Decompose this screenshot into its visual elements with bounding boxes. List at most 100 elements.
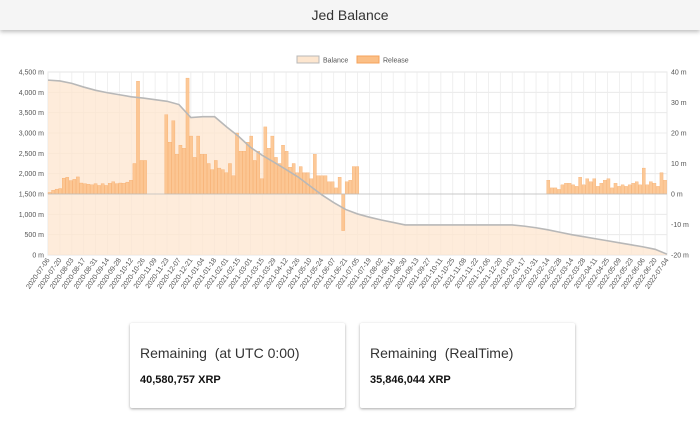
balance-area: [48, 80, 667, 255]
release-bar: [97, 185, 101, 195]
release-bar: [228, 163, 232, 195]
page-title: Jed Balance: [311, 7, 389, 23]
release-bar: [649, 181, 653, 195]
release-bar: [323, 175, 328, 195]
remaining-realtime-value: 35,846,044 XRP: [370, 374, 451, 386]
release-bar: [192, 157, 197, 195]
release-bar: [238, 151, 243, 195]
release-bar: [656, 186, 660, 195]
release-bar: [546, 180, 551, 195]
release-bar: [72, 179, 77, 195]
y-right-tick-label: 40 m: [671, 70, 687, 77]
release-bar: [348, 180, 352, 195]
balance-line: [47, 79, 668, 255]
release-bar: [652, 183, 657, 195]
release-bar: [355, 166, 360, 195]
release-bar: [567, 183, 572, 195]
release-bar: [284, 151, 289, 195]
y-left-tick-label: 3,000 m: [19, 131, 44, 138]
release-bar: [207, 163, 211, 195]
release-bar: [663, 180, 667, 195]
y-right-tick-label: 20 m: [671, 131, 687, 138]
release-bar: [256, 151, 260, 195]
y-left-tick-label: 1,500 m: [19, 192, 44, 199]
y-left-tick-label: 2,500 m: [19, 151, 44, 158]
release-bar: [171, 120, 176, 195]
release-bar: [79, 182, 84, 195]
release-bar: [620, 184, 625, 195]
release-bar: [352, 166, 356, 195]
release-bar: [111, 181, 115, 195]
release-bar: [104, 185, 108, 195]
y-right-tick-label: -10 m: [671, 222, 689, 229]
release-bar: [589, 181, 593, 195]
release-bar: [635, 181, 639, 195]
release-bar: [603, 180, 607, 195]
release-bar: [178, 145, 183, 195]
release-bar: [337, 177, 342, 195]
release-bar: [185, 77, 190, 195]
release-bar: [585, 178, 589, 195]
release-bar: [76, 176, 80, 195]
release-bar: [281, 145, 285, 195]
release-bar: [235, 132, 239, 195]
release-bar: [122, 183, 126, 195]
release-bar: [327, 181, 331, 195]
release-bar: [231, 175, 236, 195]
release-bar: [550, 187, 554, 195]
release-bar: [245, 142, 250, 195]
release-bar: [224, 172, 229, 195]
legend-label-balance: Balance: [323, 58, 348, 65]
release-bar: [58, 188, 62, 195]
release-bar: [330, 181, 335, 195]
y-left-tick-label: 3,500 m: [19, 110, 44, 117]
y-left-tick-label: 2,000 m: [19, 171, 44, 178]
release-bar: [553, 187, 558, 195]
release-bar: [125, 181, 130, 195]
release-bar: [260, 178, 264, 195]
release-bar: [617, 186, 621, 195]
release-bar: [51, 190, 55, 195]
release-bar: [642, 167, 646, 195]
release-bar: [115, 183, 119, 195]
release-bar: [132, 163, 137, 195]
release-bar: [189, 135, 193, 195]
release-bar: [221, 169, 225, 195]
release-bar: [645, 184, 650, 195]
release-bar: [610, 187, 614, 195]
release-bar: [606, 178, 611, 195]
release-bar: [344, 181, 349, 195]
release-bar: [320, 175, 324, 195]
y-right-tick-label: -20 m: [671, 253, 689, 260]
release-bar: [557, 189, 561, 195]
y-right-tick-label: 30 m: [671, 100, 687, 107]
y-left-tick-label: 500 m: [25, 232, 45, 239]
release-bar: [263, 126, 268, 195]
release-bar: [86, 184, 91, 195]
balance-chart-svg: 0 m 500 m 1,000 m 1,500 m 2,000 m 2,500 m 3,00…: [19, 55, 689, 290]
remaining-utc-card: Remaining (at UTC 0:00) 40,580,757 XRP: [130, 323, 345, 408]
release-bar: [164, 114, 169, 195]
y-right-tick-label: 0 m: [671, 192, 683, 199]
release-bar: [210, 169, 215, 195]
release-bar: [270, 135, 275, 195]
release-bar: [129, 180, 133, 195]
release-bar: [267, 148, 271, 195]
release-bar: [252, 160, 257, 195]
release-bar: [83, 183, 87, 195]
release-bar: [182, 148, 186, 195]
release-bar: [54, 188, 59, 195]
release-bar: [214, 160, 218, 195]
release-bar: [596, 186, 600, 195]
release-bar: [638, 184, 642, 195]
release-bar: [592, 178, 597, 195]
release-bar: [118, 182, 123, 195]
release-bar: [574, 186, 579, 195]
release-bar: [139, 160, 144, 195]
release-bar: [249, 135, 253, 195]
release-bar: [65, 177, 69, 195]
release-bar: [175, 154, 179, 195]
y-left-tick-label: 0 m: [32, 253, 44, 260]
release-bar: [341, 193, 345, 231]
remaining-realtime-card: Remaining (RealTime) 35,846,044 XRP: [360, 323, 575, 408]
